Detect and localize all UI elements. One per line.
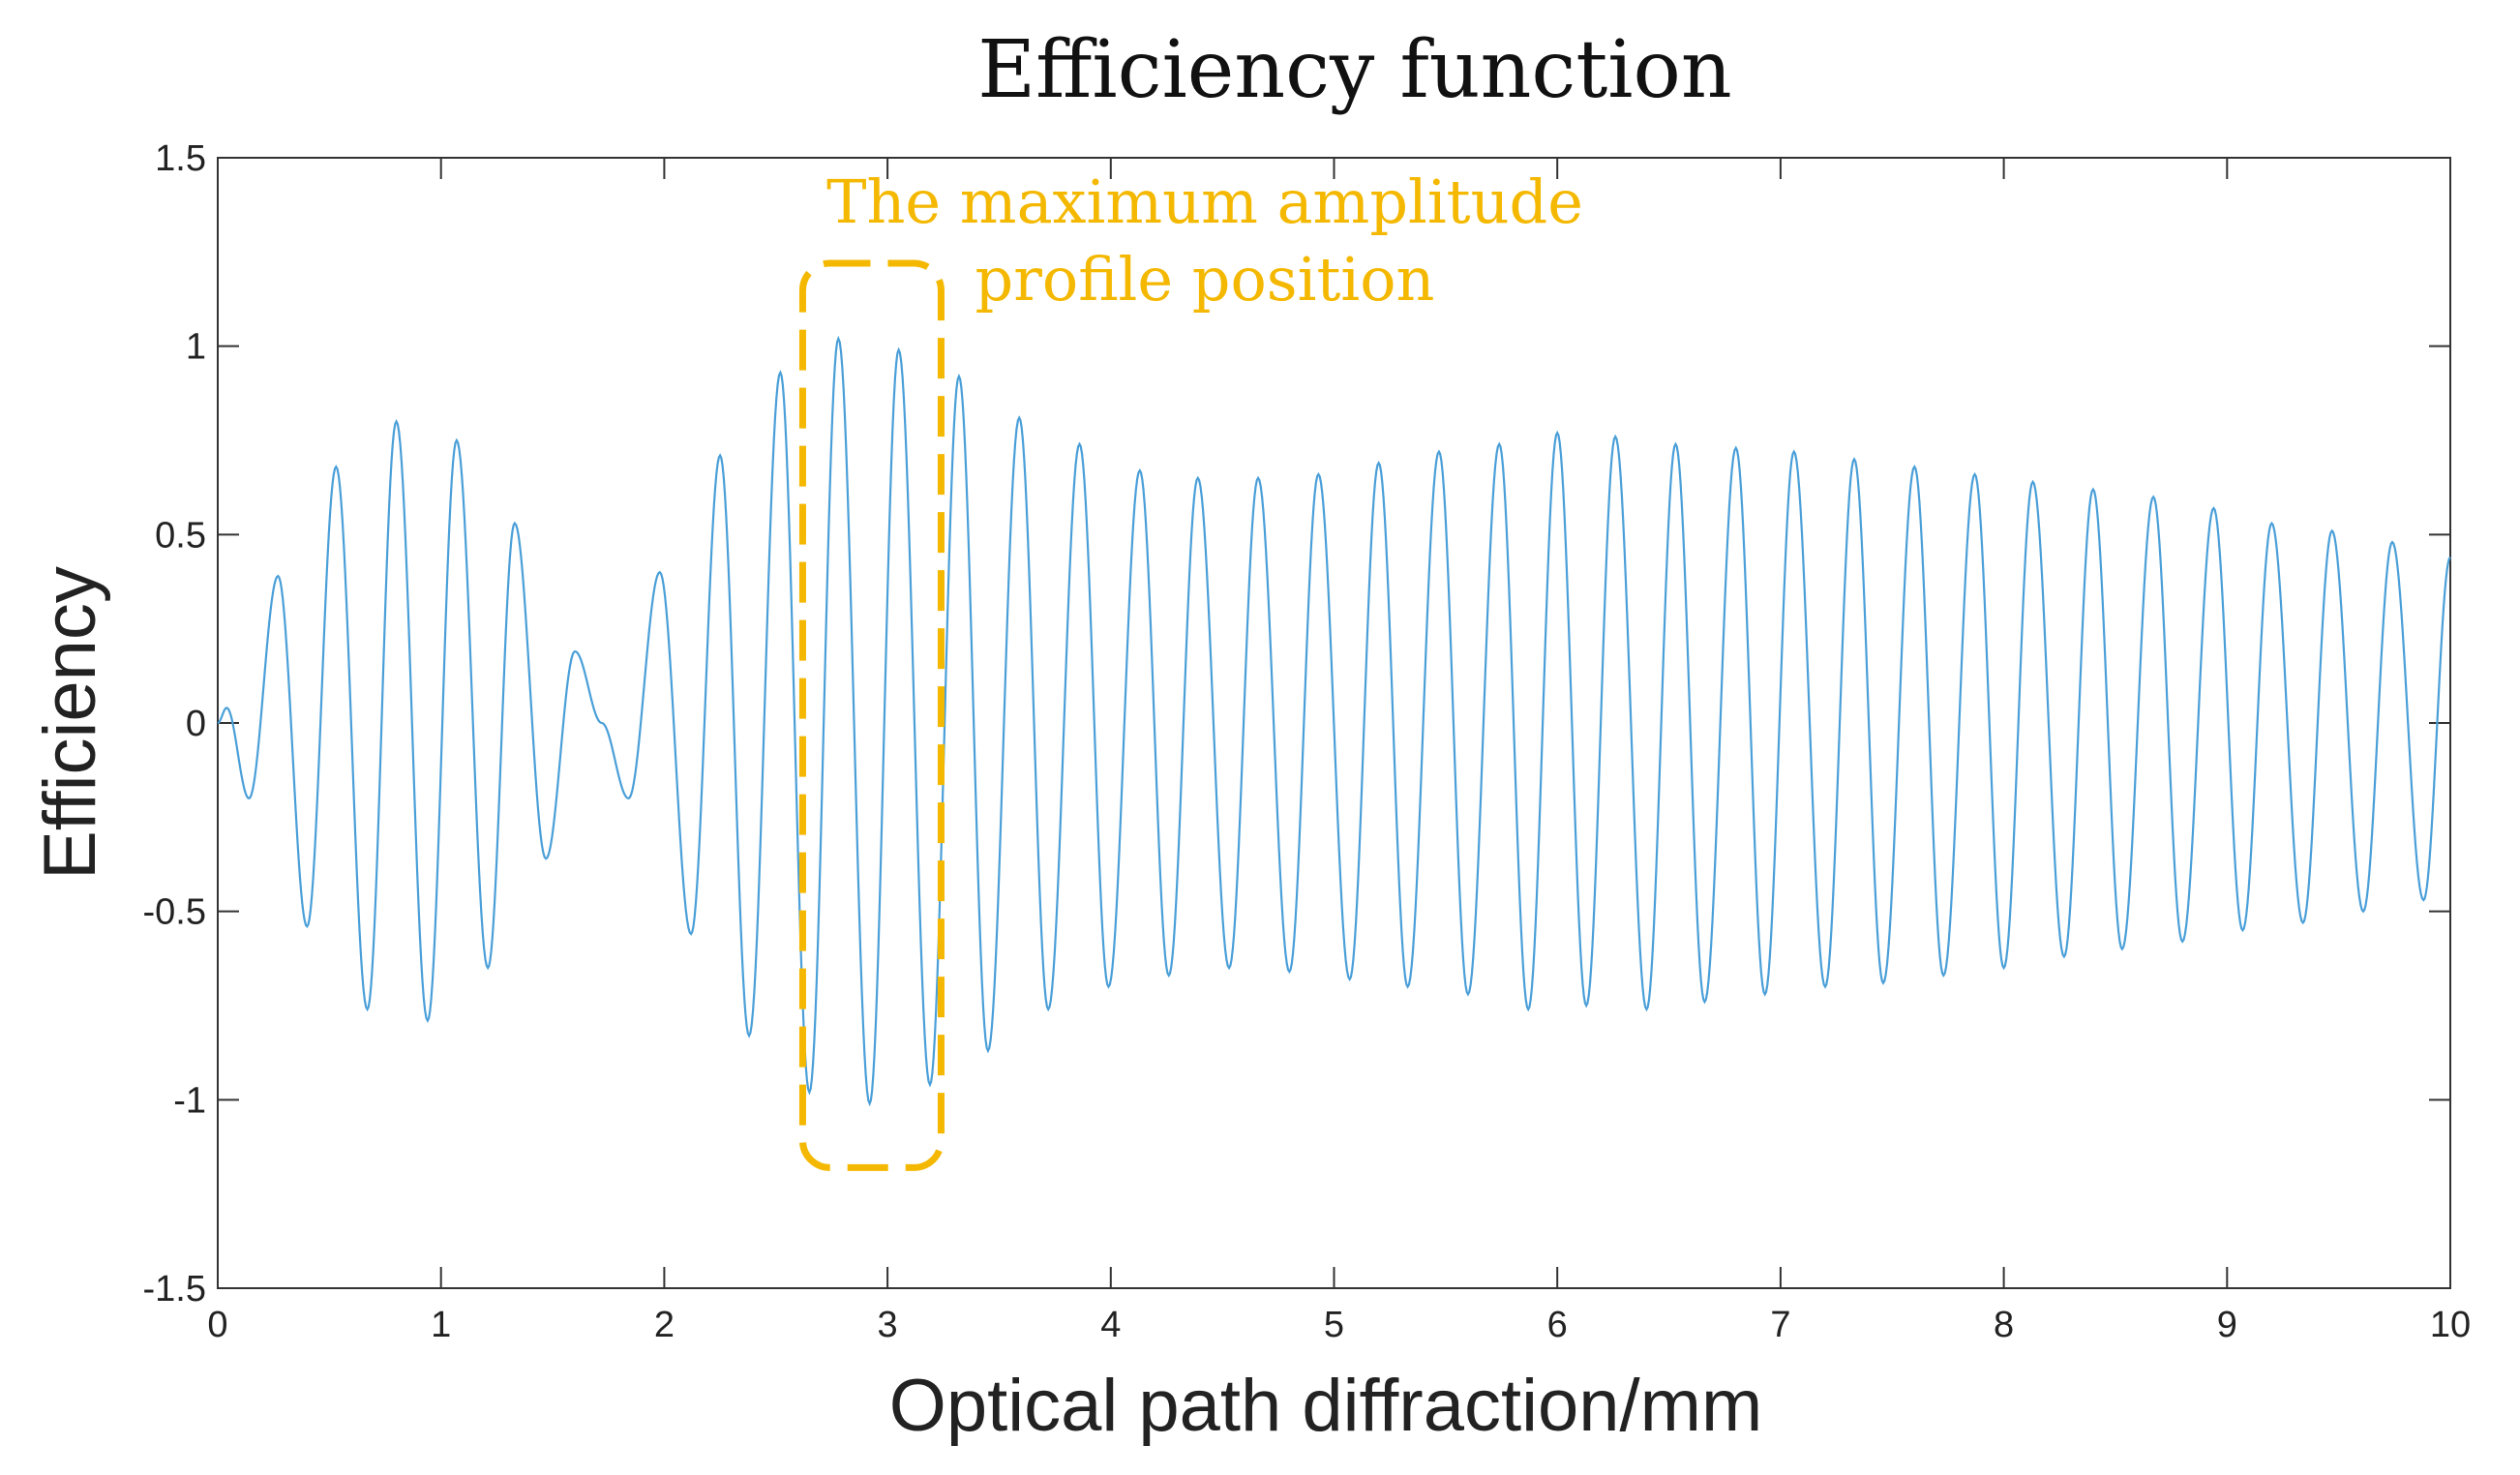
series-line-efficiency [217, 335, 2451, 1107]
y-tick-label: 0.5 [155, 515, 206, 556]
x-tick-label: 10 [2430, 1305, 2471, 1345]
x-tick-label: 1 [431, 1305, 451, 1345]
annotation-box [798, 259, 945, 1171]
x-tick-label: 0 [207, 1305, 227, 1345]
y-tick-label: -0.5 [143, 892, 206, 933]
x-tick-label: 6 [1547, 1305, 1568, 1345]
x-tick-label: 9 [2217, 1305, 2237, 1345]
x-tick-label: 8 [1994, 1305, 2014, 1345]
x-tick-label: 2 [654, 1305, 675, 1345]
chart-title: Efficiency function [977, 24, 1731, 116]
y-tick-label: 1.5 [155, 138, 206, 179]
y-tick-label: -1.5 [143, 1269, 206, 1309]
x-tick-label: 7 [1770, 1305, 1790, 1345]
annotation-line-2: profile position [975, 244, 1435, 315]
x-tick-label: 5 [1324, 1305, 1344, 1345]
y-tick-label: 0 [186, 704, 206, 744]
y-axis-ticks: -1.5 -1 -0.5 0 0.5 1 1.5 [143, 138, 2450, 1309]
y-axis-label: Efficiency [29, 566, 111, 880]
x-axis-label: Optical path diffraction/mm [889, 1365, 1763, 1447]
annotation-line-1: The maximum amplitude [826, 166, 1583, 237]
y-tick-label: -1 [173, 1080, 206, 1121]
x-tick-label: 4 [1100, 1305, 1121, 1345]
x-axis-ticks: 0 1 2 3 4 5 6 7 8 9 10 [207, 158, 2471, 1345]
y-tick-label: 1 [186, 327, 206, 368]
x-tick-label: 3 [878, 1305, 898, 1345]
